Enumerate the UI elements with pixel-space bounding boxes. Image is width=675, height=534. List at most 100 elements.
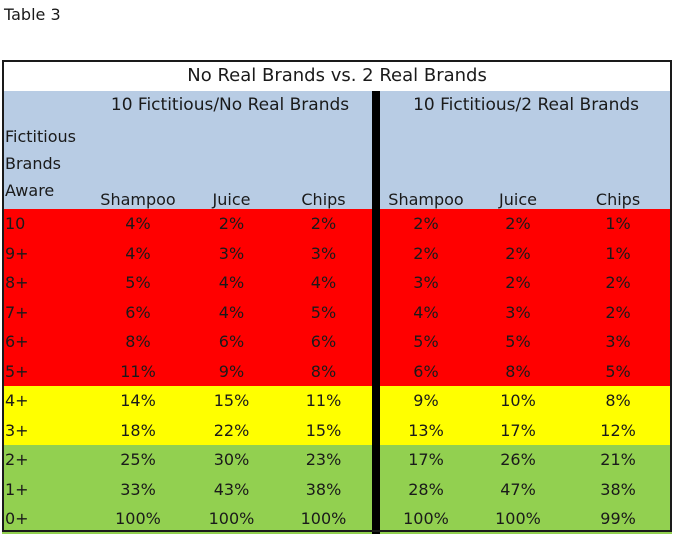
table-row: 8+ 5% 4% 4% 3% 2% 2% [2,268,673,298]
table-cell: 99% [564,504,673,534]
column-header: Shampoo [380,119,472,209]
table-cell: 2% [564,268,673,298]
column-header: Juice [472,119,564,209]
table-cell: 100% [275,504,372,534]
table-cell: 12% [564,415,673,445]
table-row: 6+ 8% 6% 6% 5% 5% 3% [2,327,673,357]
column-separator [372,297,380,327]
table-cell: 4% [275,268,372,298]
row-label: 10 [2,209,88,239]
row-label: 6+ [2,327,88,357]
table-cell: 4% [88,209,188,239]
table-cell: 25% [88,445,188,475]
table-cell: 2% [472,209,564,239]
table-cell: 14% [88,386,188,416]
table-cell: 8% [275,356,372,386]
table-cell: 100% [472,504,564,534]
column-separator [372,268,380,298]
row-label: 2+ [2,445,88,475]
table-cell: 1% [564,238,673,268]
table-title: No Real Brands vs. 2 Real Brands [2,60,673,91]
row-label: 0+ [2,504,88,534]
table-row: 0+ 100% 100% 100% 100% 100% 99% [2,504,673,534]
table-cell: 3% [564,327,673,357]
row-label: 8+ [2,268,88,298]
table-cell: 1% [564,209,673,239]
table-cell: 2% [564,297,673,327]
table-cell: 8% [88,327,188,357]
table-row: 3+ 18% 22% 15% 13% 17% 12% [2,415,673,445]
table-cell: 9% [380,386,472,416]
table-cell: 8% [564,386,673,416]
table-cell: 15% [188,386,275,416]
row-label: 4+ [2,386,88,416]
group-header-two-real-brands: 10 Fictitious/2 Real Brands [380,91,673,119]
row-header-label: Fictitious Brands Aware [2,119,88,209]
row-label: 5+ [2,356,88,386]
column-separator [372,119,380,209]
table-caption: Table 3 [4,5,61,24]
table-cell: 17% [380,445,472,475]
table-cell: 4% [188,297,275,327]
column-header: Juice [188,119,275,209]
table-cell: 2% [380,238,472,268]
table-cell: 2% [275,209,372,239]
table-cell: 5% [472,327,564,357]
column-separator [372,474,380,504]
table-cell: 28% [380,474,472,504]
row-label: 1+ [2,474,88,504]
row-label: 9+ [2,238,88,268]
table-cell: 23% [275,445,372,475]
group-separator [372,91,380,119]
table-cell: 26% [472,445,564,475]
table-row: 2+ 25% 30% 23% 17% 26% 21% [2,445,673,475]
table-cell: 6% [275,327,372,357]
table-cell: 100% [380,504,472,534]
table-cell: 17% [472,415,564,445]
column-separator [372,209,380,239]
table-cell: 2% [380,209,472,239]
column-separator [372,356,380,386]
table-cell: 4% [188,268,275,298]
table-cell: 3% [275,238,372,268]
table-row: 5+ 11% 9% 8% 6% 8% 5% [2,356,673,386]
column-separator [372,445,380,475]
table-cell: 6% [188,327,275,357]
table-cell: 4% [380,297,472,327]
column-header: Shampoo [88,119,188,209]
group-header-spacer [2,91,88,119]
table-cell: 5% [88,268,188,298]
table-cell: 21% [564,445,673,475]
table-cell: 100% [88,504,188,534]
table-cell: 22% [188,415,275,445]
table-cell: 33% [88,474,188,504]
column-separator [372,327,380,357]
table-cell: 8% [472,356,564,386]
table-cell: 47% [472,474,564,504]
table-row: 1+ 33% 43% 38% 28% 47% 38% [2,474,673,504]
table-cell: 3% [188,238,275,268]
table-cell: 18% [88,415,188,445]
table-cell: 5% [275,297,372,327]
table-cell: 11% [275,386,372,416]
table-cell: 3% [380,268,472,298]
column-separator [372,386,380,416]
table-row: 7+ 6% 4% 5% 4% 3% 2% [2,297,673,327]
column-separator [372,415,380,445]
table-cell: 10% [472,386,564,416]
table-cell: 4% [88,238,188,268]
table-cell: 100% [188,504,275,534]
table-cell: 13% [380,415,472,445]
table-row: 10 4% 2% 2% 2% 2% 1% [2,209,673,239]
table-cell: 38% [275,474,372,504]
row-label: 7+ [2,297,88,327]
table-cell: 2% [472,238,564,268]
table-cell: 43% [188,474,275,504]
column-separator [372,504,380,534]
column-separator [372,238,380,268]
table-cell: 2% [188,209,275,239]
table-cell: 5% [380,327,472,357]
table-cell: 3% [472,297,564,327]
brand-awareness-table: No Real Brands vs. 2 Real Brands 10 Fict… [2,60,673,534]
table-cell: 2% [472,268,564,298]
